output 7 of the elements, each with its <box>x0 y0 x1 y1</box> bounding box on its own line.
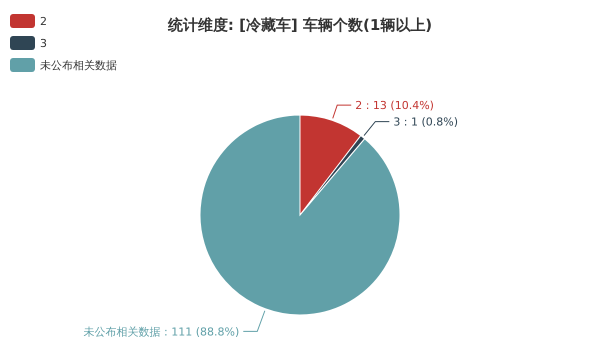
data-label: 2 : 13 (10.4%) <box>355 99 434 112</box>
data-label: 未公布相关数据 : 111 (88.8%) <box>84 325 240 338</box>
legend-label: 3 <box>40 37 47 50</box>
data-label: 3 : 1 (0.8%) <box>393 116 458 129</box>
legend-label: 未公布相关数据 <box>40 59 117 72</box>
legend-label: 2 <box>40 15 47 28</box>
chart-title: 统计维度: [冷藏车] 车辆个数(1辆以上) <box>166 16 432 34</box>
